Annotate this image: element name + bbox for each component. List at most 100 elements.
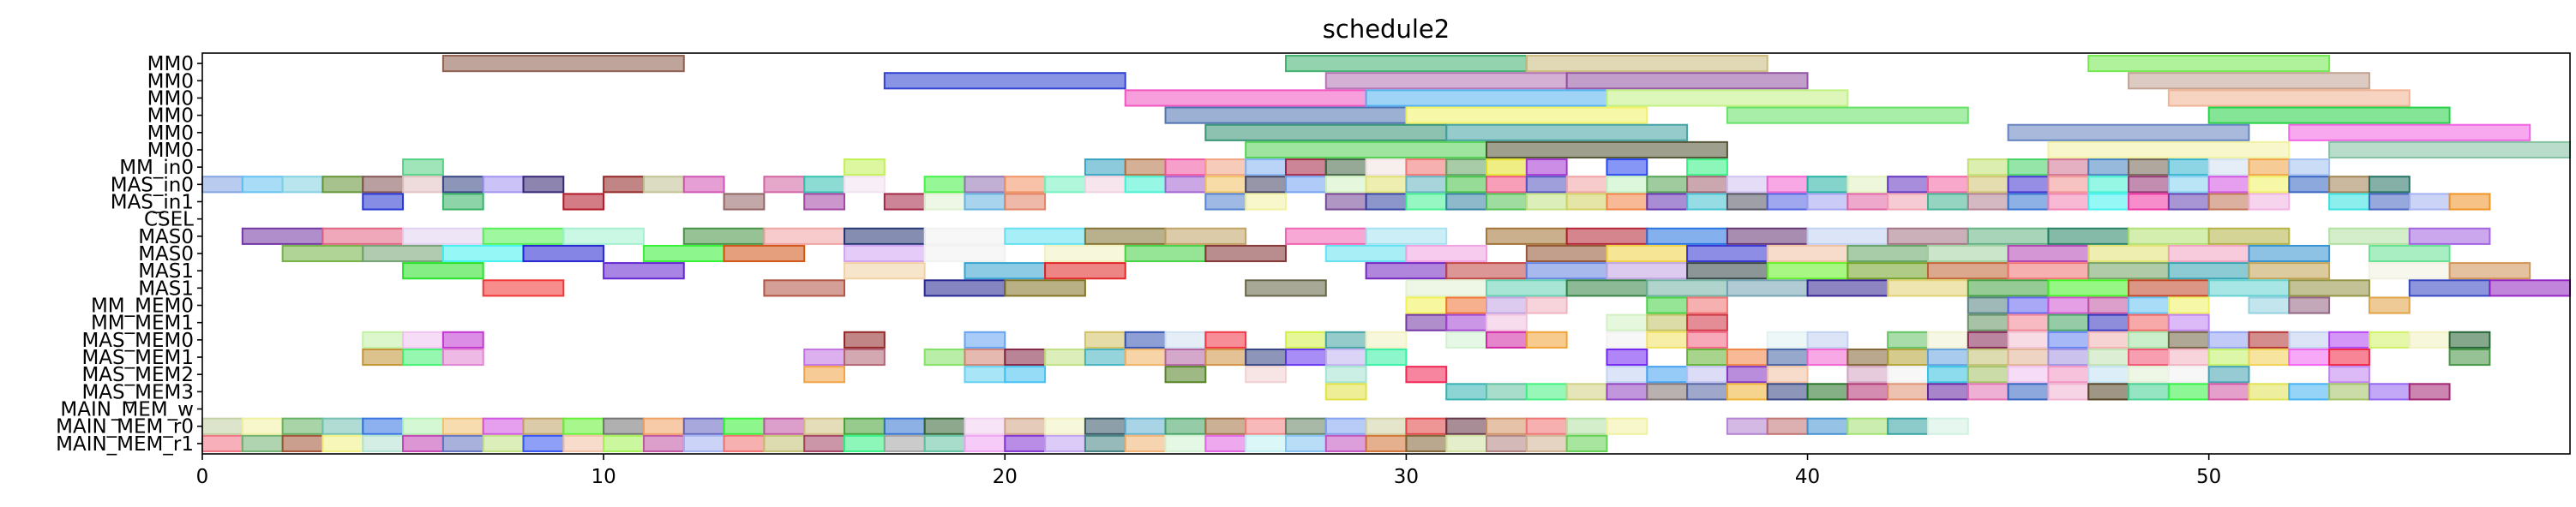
task-bar (2207, 176, 2250, 194)
task-bar (2167, 331, 2210, 349)
task-bar (441, 417, 484, 435)
task-bar (1164, 176, 1207, 194)
y-tick-label: MM0 (147, 87, 194, 110)
task-bar (844, 348, 886, 367)
task-bar (2128, 227, 2210, 245)
task-bar (1405, 106, 1648, 124)
task-bar (1445, 331, 1488, 349)
task-bar (402, 331, 444, 349)
task-bar (1766, 176, 1809, 194)
task-bar (2007, 348, 2050, 367)
task-bar (441, 434, 484, 452)
task-bar (2328, 331, 2370, 349)
task-bar (1124, 158, 1167, 176)
task-bar (803, 193, 846, 211)
task-bar (1726, 279, 1809, 297)
task-bar (1565, 227, 1648, 245)
task-bar (1164, 417, 1207, 435)
task-bar (1646, 331, 1689, 349)
task-bar (1806, 227, 1889, 245)
y-tick-label: MAS0 (138, 226, 194, 248)
task-bar (1967, 193, 2009, 211)
task-bar (2248, 244, 2331, 263)
task-bar (1606, 262, 1689, 280)
task-bar (1245, 158, 1287, 176)
task-bar (1766, 383, 1809, 401)
task-bar (1646, 366, 1689, 384)
task-bar (2087, 366, 2130, 384)
task-bar (1806, 348, 1849, 367)
task-bar (763, 434, 806, 452)
task-bar (1926, 176, 1969, 194)
task-bar (2288, 176, 2331, 194)
task-bar (2408, 279, 2491, 297)
task-bar (2448, 262, 2531, 280)
task-bar (1365, 158, 1408, 176)
y-tick-label: MM_MEM1 (91, 313, 194, 335)
task-bar (1164, 434, 1207, 452)
task-bar (1405, 279, 1488, 297)
task-bar (1806, 417, 1849, 435)
task-bar (2087, 193, 2130, 211)
task-bar (1766, 417, 1809, 435)
task-bar (2328, 140, 2571, 159)
task-bar (1726, 417, 1768, 435)
task-bar (1004, 417, 1047, 435)
task-bar (923, 279, 1006, 297)
task-bar (2087, 55, 2331, 73)
task-bar (1565, 176, 1608, 194)
task-bar (1646, 279, 1728, 297)
task-bar (321, 227, 405, 245)
task-bar (1486, 176, 1528, 194)
task-bar (923, 417, 966, 435)
task-bar (1164, 106, 1408, 124)
x-tick-label: 30 (1394, 466, 1419, 488)
task-bar (803, 417, 846, 435)
task-bar (1245, 193, 1287, 211)
task-bar (2007, 193, 2050, 211)
task-bar (1084, 227, 1167, 245)
task-bar (1806, 279, 1889, 297)
task-bar (1846, 262, 1929, 280)
task-bar (2167, 313, 2210, 331)
task-bar (241, 227, 324, 245)
task-bar (2087, 158, 2130, 176)
task-bar (281, 434, 324, 452)
task-bar (2328, 383, 2370, 401)
task-bar (1606, 348, 1648, 367)
task-bar (2448, 331, 2491, 349)
task-bar (844, 227, 926, 245)
task-bar (2007, 123, 2250, 141)
task-bar (1766, 331, 1809, 349)
task-bar (201, 176, 243, 194)
y-tick-label: MAIN_MEM_r1 (56, 433, 194, 456)
task-bar (1967, 331, 2009, 349)
task-bar (803, 176, 846, 194)
y-tick-label: MM0 (147, 140, 194, 162)
task-bar (1124, 348, 1167, 367)
task-bar (2128, 176, 2170, 194)
task-bar (1686, 348, 1728, 367)
task-bar (1204, 348, 1247, 367)
task-bar (1646, 176, 1689, 194)
task-bar (1525, 434, 1568, 452)
task-bar (1486, 383, 1528, 401)
task-bar (1044, 176, 1086, 194)
task-bar (1124, 434, 1167, 452)
task-bar (1405, 193, 1448, 211)
x-tick-label: 50 (2196, 466, 2221, 488)
task-bar (1686, 383, 1728, 401)
task-bar (1565, 279, 1648, 297)
task-bar (1766, 193, 1809, 211)
task-bar (1887, 383, 1929, 401)
task-bar (2167, 296, 2210, 314)
task-bar (923, 193, 966, 211)
task-bar (1525, 176, 1568, 194)
task-bar (1004, 176, 1047, 194)
task-bar (2408, 193, 2451, 211)
task-bar (964, 348, 1006, 367)
task-bar (2368, 296, 2411, 314)
task-bar (1365, 331, 1408, 349)
task-bar (1525, 262, 1608, 280)
task-bar (2448, 348, 2491, 367)
